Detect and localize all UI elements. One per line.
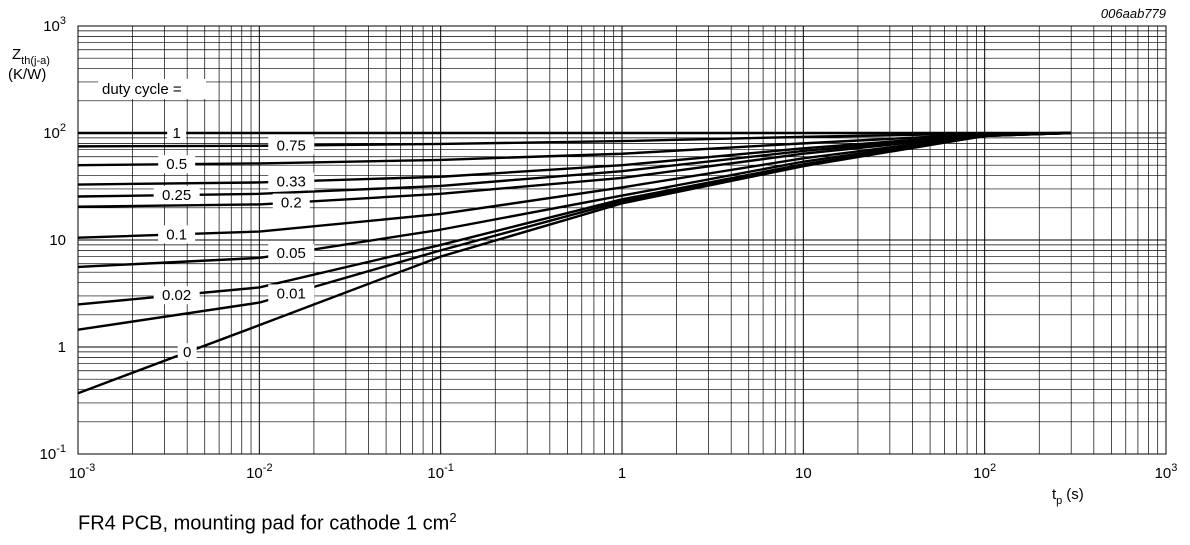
x-axis-label-main: t [1052,486,1057,503]
curves [77,131,1072,395]
legend-title-bg [98,79,206,99]
y-axis-label: Zth(j-a) [12,46,50,67]
plot-frame [77,25,1167,455]
curve-label-bg [272,193,310,212]
caption-text: FR4 PCB, mounting pad for cathode 1 cm [78,512,450,535]
y-tick-label: 103 [43,15,66,35]
legend-title: duty cycle = [102,81,182,98]
x-tick-label: 103 [1155,462,1178,482]
curve-label-bg [268,243,315,262]
curve-duty-0.02 [77,131,1072,306]
curve-label-0.33: 0.33 [277,173,306,190]
x-axis-label-sub: p [1056,495,1062,507]
curve-label-bg [153,186,200,205]
curve-label-bg [177,343,197,362]
x-axis-unit: (s) [1066,486,1084,503]
curve-label-0.05: 0.05 [277,245,306,262]
curve-label-0.02: 0.02 [162,287,191,304]
x-tick-label: 10-2 [246,462,272,482]
curve-label-0.2: 0.2 [281,195,302,212]
x-tick-label: 10 [795,465,812,482]
x-tick-label: 1 [618,465,626,482]
curve-label-0.25: 0.25 [162,187,191,204]
curve-label-1: 1 [172,125,180,142]
chart-code: 006aab779 [1101,6,1166,21]
y-tick-label: 10-1 [40,443,66,463]
x-tick-label: 10-1 [427,462,453,482]
curve-labels: 1 0.75 0.5 0.33 0.25 0.2 0.1 0.05 0.02 0.01 0 [153,124,315,362]
x-tick-label: 10-3 [69,462,95,482]
curve-duty-0 [77,131,1072,395]
curve-label-0.01: 0.01 [277,285,306,302]
curve-label-bg [153,286,200,305]
curve-duty-0.05 [77,131,1072,269]
grid-lines [77,26,1166,455]
curve-label-0: 0 [183,344,191,361]
x-axis-label: tp (s) [1052,486,1084,507]
chart-caption: FR4 PCB, mounting pad for cathode 1 cm2 [78,510,457,536]
curve-duty-0.01 [77,131,1072,331]
y-axis-label-main: Z [12,46,21,63]
x-tick-label: 102 [973,462,996,482]
curve-label-0.5: 0.5 [166,156,187,173]
y-axis-label-sub: th(j-a) [21,55,50,67]
curve-duty-0.1 [77,131,1072,239]
y-tick-label: 10 [49,232,66,249]
curve-label-bg [158,155,196,174]
curve-label-bg [268,172,315,191]
curve-label-bg [167,124,187,142]
y-tick-label: 1 [58,339,66,356]
curve-label-0.75: 0.75 [277,137,306,154]
curve-label-bg [158,225,196,244]
y-axis-unit: (K/W) [8,66,46,83]
y-tick-label: 102 [43,122,66,142]
curve-label-bg [268,136,315,155]
curve-label-bg [268,284,315,303]
caption-superscript: 2 [449,510,457,525]
curve-label-0.1: 0.1 [166,226,187,243]
